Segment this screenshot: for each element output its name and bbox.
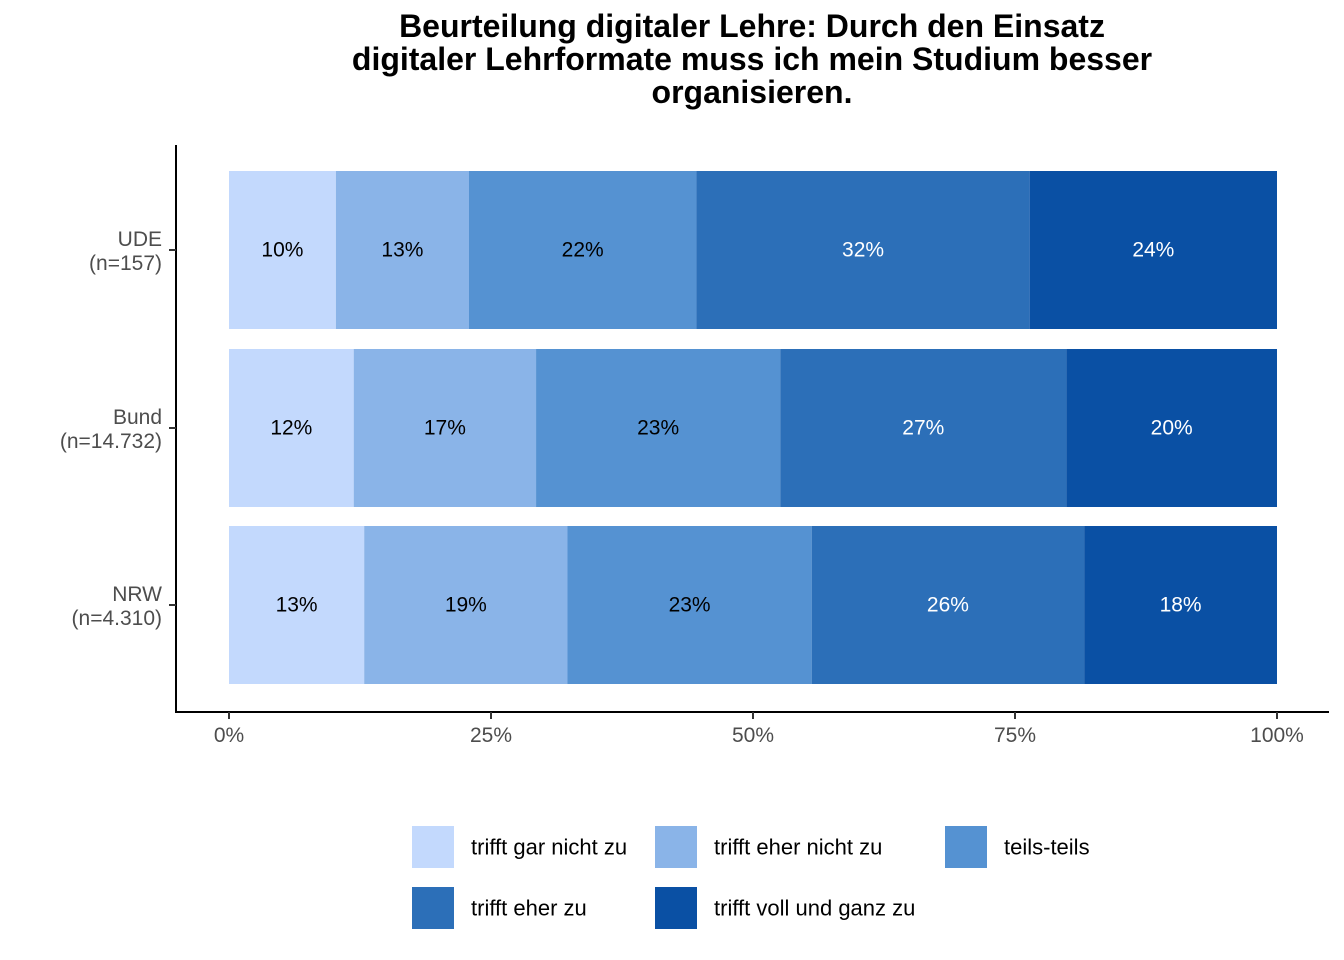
legend-label: teils-teils [1004, 835, 1090, 860]
bar-segment-bund-4 [780, 349, 1067, 507]
chart-title-line-2: digitaler Lehrformate muss ich mein Stud… [351, 41, 1153, 77]
data-label: 13% [276, 594, 318, 617]
legend-key [945, 826, 987, 868]
x-tick-label: 25% [470, 724, 512, 747]
data-label: 22% [562, 239, 604, 262]
legend-label: trifft gar nicht zu [471, 835, 627, 860]
bar-segment-ude-2 [335, 171, 469, 329]
data-label: 23% [637, 417, 679, 440]
data-label: 20% [1151, 417, 1193, 440]
bar-segment-nrw-2 [364, 526, 568, 684]
legend-key [412, 826, 454, 868]
legend: trifft gar nicht zu trifft eher nicht zu t… [412, 826, 1090, 929]
y-category-label: UDE [118, 228, 162, 251]
bar-segment-ude-5 [1029, 171, 1277, 329]
x-tick-label: 100% [1250, 724, 1304, 747]
legend-key [412, 887, 454, 929]
bar-segment-ude-1 [229, 171, 336, 329]
bar-segment-bund-1 [229, 349, 354, 507]
bar-segment-bund-3 [536, 349, 781, 507]
legend-label: trifft eher nicht zu [714, 835, 882, 860]
y-category-n-label: (n=157) [89, 252, 162, 275]
y-category-label: NRW [112, 583, 162, 606]
data-label: 18% [1160, 594, 1202, 617]
x-tick-label: 50% [732, 724, 774, 747]
x-tick-label: 75% [994, 724, 1036, 747]
data-label: 23% [669, 594, 711, 617]
data-label: 10% [261, 239, 303, 262]
bar-segment-nrw-5 [1084, 526, 1277, 684]
bar-segment-bund-5 [1066, 349, 1277, 507]
data-label: 13% [381, 239, 423, 262]
bar-segment-ude-4 [696, 171, 1030, 329]
data-label: 32% [842, 239, 884, 262]
bar-segment-nrw-3 [567, 526, 812, 684]
y-category-n-label: (n=4.310) [72, 607, 162, 630]
bar-area: 10% 13% 22% 32% 24% 12% 17% 23% 27% 20% 13% 19% 23% 2… [229, 171, 1277, 684]
chart-title-line-3: organisieren. [651, 74, 853, 110]
legend-key [655, 887, 697, 929]
x-tick-label: 0% [214, 724, 244, 747]
legend-key [655, 826, 697, 868]
y-category-n-label: (n=14.732) [60, 430, 162, 453]
data-label: 19% [445, 594, 487, 617]
data-label: 12% [270, 417, 312, 440]
legend-label: trifft eher zu [471, 896, 587, 921]
chart-title: Beurteilung digitaler Lehre: Durch den E… [160, 10, 1344, 109]
bar-segment-nrw-4 [811, 526, 1085, 684]
data-label: 26% [927, 594, 969, 617]
axes: 0% 25% 50% 75% 100% UDE(n=157) Bund(n=14.732) N… [60, 145, 1329, 747]
data-label: 27% [902, 417, 944, 440]
data-label: 17% [424, 417, 466, 440]
bar-segment-bund-2 [353, 349, 537, 507]
y-category-label: Bund [113, 406, 162, 429]
chart-title-line-1: Beurteilung digitaler Lehre: Durch den E… [399, 8, 1105, 44]
data-label: 24% [1132, 239, 1174, 262]
legend-label: trifft voll und ganz zu [714, 896, 915, 921]
bar-segment-nrw-1 [229, 526, 365, 684]
bar-segment-ude-3 [468, 171, 697, 329]
